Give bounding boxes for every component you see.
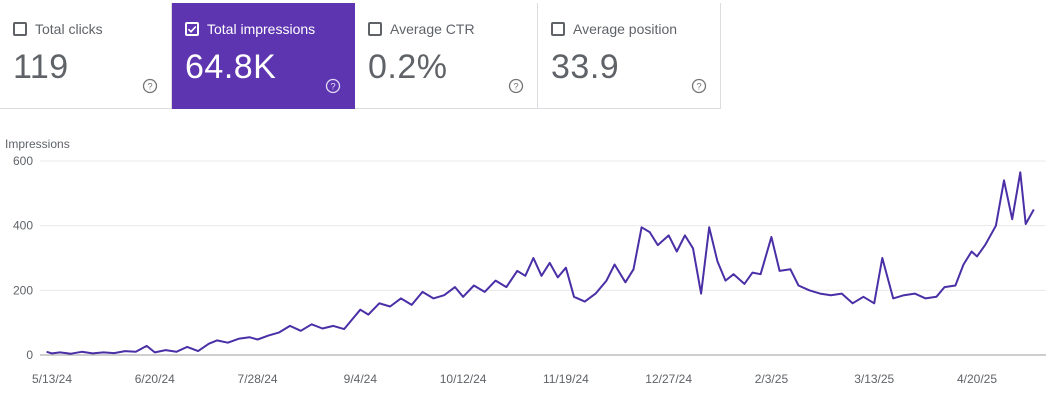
chart-series [46, 171, 1035, 355]
y-axis-ticks: 0 200 400 600 [13, 154, 33, 362]
x-tick-label: 11/19/24 [543, 372, 589, 386]
help-icon[interactable]: ? [508, 78, 524, 94]
metric-value: 0.2% [368, 48, 448, 86]
x-tick-label: 9/4/24 [344, 372, 378, 386]
metric-label: Total impressions [207, 21, 316, 37]
metric-card-average-position[interactable]: Average position 33.9 ? [538, 3, 721, 109]
x-tick-label: 10/12/24 [440, 372, 487, 386]
x-tick-label: 6/20/24 [135, 372, 175, 386]
metric-label: Total clicks [35, 21, 103, 37]
checkbox-icon[interactable] [551, 22, 565, 36]
metric-card-header: Average position [551, 21, 677, 37]
svg-text:?: ? [696, 81, 701, 92]
checkbox-icon[interactable] [368, 22, 382, 36]
x-tick-label: 4/20/25 [957, 372, 997, 386]
chart-grid [40, 160, 1046, 356]
checkbox-icon[interactable] [13, 22, 27, 36]
x-tick-label: 12/27/24 [645, 372, 692, 386]
svg-text:?: ? [330, 81, 335, 92]
x-axis-ticks: 5/13/24 6/20/24 7/28/24 9/4/24 10/12/24 11/19… [32, 372, 997, 386]
x-tick-label: 3/13/25 [854, 372, 894, 386]
metric-card-header: Total impressions [185, 21, 315, 37]
metric-label: Average CTR [390, 21, 475, 37]
metric-value: 33.9 [551, 48, 620, 86]
metric-card-total-impressions[interactable]: Total impressions 64.8K ? [172, 3, 355, 109]
metric-value: 64.8K [185, 48, 277, 86]
help-icon[interactable]: ? [142, 78, 158, 94]
svg-text:?: ? [147, 81, 152, 92]
metric-card-average-ctr[interactable]: Average CTR 0.2% ? [355, 3, 538, 109]
metric-card-header: Average CTR [368, 21, 475, 37]
y-tick-label: 0 [26, 348, 33, 362]
checkbox-checked-icon[interactable] [185, 22, 199, 36]
help-icon[interactable]: ? [691, 78, 707, 94]
y-axis-title: Impressions [5, 137, 70, 151]
x-tick-label: 2/3/25 [755, 372, 789, 386]
metric-card-header: Total clicks [13, 21, 103, 37]
svg-text:?: ? [513, 81, 518, 92]
x-tick-label: 7/28/24 [238, 372, 278, 386]
y-tick-label: 400 [13, 219, 33, 233]
x-tick-label: 5/13/24 [32, 372, 72, 386]
series-line-impressions [46, 171, 1035, 355]
y-tick-label: 600 [13, 154, 33, 168]
metric-card-total-clicks[interactable]: Total clicks 119 ? [0, 3, 172, 109]
help-icon[interactable]: ? [325, 78, 341, 94]
metric-label: Average position [573, 21, 678, 37]
metric-value: 119 [13, 48, 69, 86]
y-tick-label: 200 [13, 283, 33, 297]
